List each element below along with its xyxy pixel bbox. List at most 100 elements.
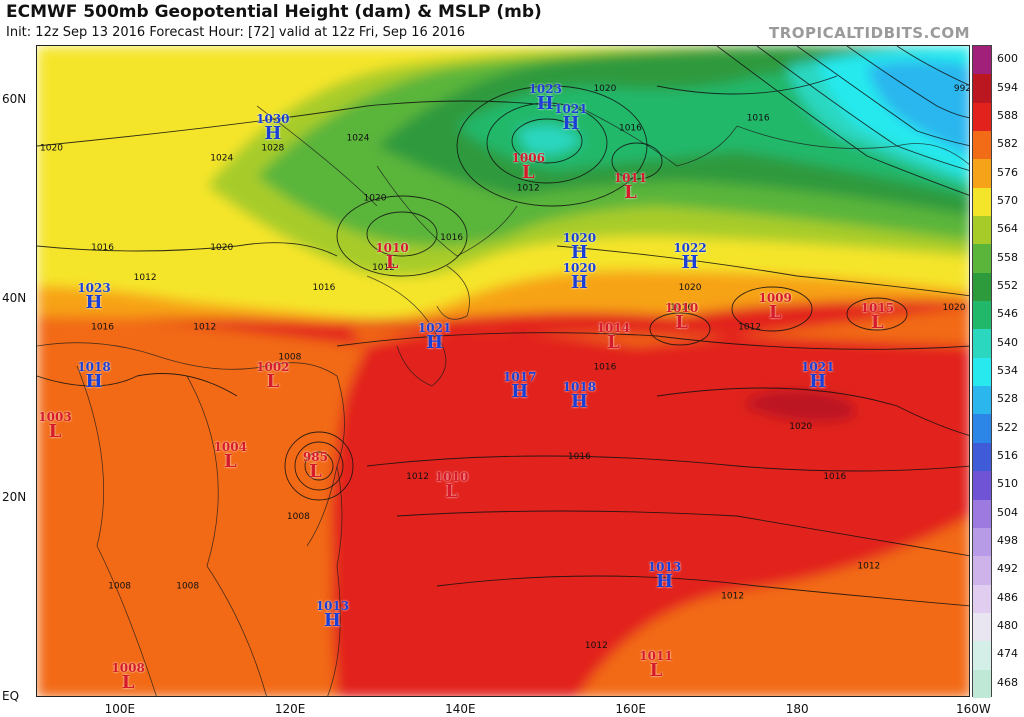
isobar-label: 1024 [210,153,233,163]
isobar-label: 1016 [568,452,591,462]
isobar-label: 1016 [823,472,846,482]
colorbar-label: 522 [997,420,1018,434]
isobar-label: 1012 [134,273,157,283]
pressure-symbol: H [323,610,341,632]
colorbar-swatch [973,442,991,472]
band-582-south [37,326,357,696]
isobar-label: 1008 [176,582,199,592]
high-pressure-center: 1021 H [800,361,836,391]
isobar-label: 1008 [287,512,310,522]
low-pressure-center: 1004 L [212,441,248,471]
high-pressure-center: 1030 H [255,113,291,143]
band-594 [742,390,856,423]
colorbar-label: 510 [997,477,1018,491]
pressure-symbol: H [536,92,554,114]
isobar-label: 1020 [364,193,387,203]
pressure-value: 1013 [647,559,682,574]
pressure-symbol: H [511,381,529,403]
low-pressure-center: 985 L [297,451,333,481]
colorbar-label: 498 [997,534,1018,548]
colorbar-swatch [973,272,991,302]
high-pressure-center: 1013 H [314,600,350,630]
pressure-symbol: L [385,252,399,273]
colorbar-label: 474 [997,647,1018,661]
low-pressure-center: 1002 L [255,361,291,391]
lon-label: 180 [785,702,809,716]
colorbar-label: 576 [997,165,1018,179]
isobar-label: 1008 [108,582,131,592]
pressure-value: 1008 [111,661,145,675]
low-pressure-center: 1006 L [510,152,546,182]
isobar-label: 1016 [91,323,114,333]
isobar-label: 1020 [210,243,233,253]
pressure-symbol: H [681,252,699,273]
lon-label: 160E [615,702,646,716]
pressure-value: 1006 [511,151,545,166]
colorbar-swatch [973,102,991,132]
pressure-value: 1002 [256,360,290,375]
pressure-symbol: H [562,112,580,134]
lat-label: 40N [2,290,27,305]
high-pressure-center: 1022 H [672,242,708,272]
pressure-symbol: H [655,570,673,592]
pressure-value: 1010 [664,300,699,315]
band-528 [867,61,969,156]
colorbar-label: 558 [997,250,1018,264]
isobar-label: 1020 [789,422,812,432]
low-pressure-center: 1011 L [638,650,674,680]
colorbar-label: 540 [997,335,1018,349]
colorbar-label: 504 [997,505,1018,519]
colorbar-swatch [973,669,991,698]
pressure-value: 1023 [528,81,562,96]
pressure-symbol: H [426,331,444,353]
isobar-label: 1012 [857,562,880,572]
height-field-map: 1020 1024 1028 1024 1020 1016 1012 1016 1016 1020… [37,46,970,696]
pressure-value: 1018 [77,360,111,375]
isobar-label: 992 [954,84,970,94]
colorbar-swatch [973,187,991,217]
pressure-value: 1023 [77,280,111,295]
colorbar-label: 564 [997,222,1018,236]
colorbar-label: 588 [997,108,1018,122]
map-title: ECMWF 500mb Geopotential Height (dam) & … [6,2,542,22]
colorbar-label: 486 [997,590,1018,604]
colorbar-label: 594 [997,80,1018,94]
colorbar-label: 570 [997,193,1018,207]
low-pressure-center: 1008 L [110,662,146,692]
pressure-value: 1017 [503,370,537,385]
low-pressure-center: 1003 L [37,411,73,441]
pressure-symbol: L [521,162,535,184]
colorbar-label: 552 [997,278,1018,292]
isobar-label: 1016 [440,233,463,243]
low-pressure-center: 1010 L [664,302,700,332]
map-subtitle: Init: 12z Sep 13 2016 Forecast Hour: [72… [6,25,465,40]
high-pressure-center: 1021 H [553,103,589,133]
height-bands [37,46,969,696]
band-582-east [578,517,969,696]
isobar-label: 1012 [406,472,429,482]
high-pressure-center: 1023 H [527,83,563,113]
isobar-label: 1020 [40,144,63,154]
colorbar-swatch [973,244,991,273]
colorbar-swatch [973,471,991,500]
isobar-label: 1012 [585,641,608,651]
isobar-label: 1012 [193,323,216,333]
isobar-labels: 1020 1024 1028 1024 1020 1016 1012 1016 1016 1020… [40,84,970,651]
pressure-value: 1010 [434,469,469,484]
colorbar-swatch [973,414,991,443]
pressure-value: 1009 [758,290,792,305]
pressure-value: 1022 [673,241,707,255]
colorbar-swatch [973,216,991,245]
high-pressure-center: 1023 H [76,282,112,312]
pressure-value: 1018 [562,380,597,395]
lon-label: 160W [956,702,991,716]
lat-label: 20N [2,489,27,504]
pressure-symbol: L [223,451,237,473]
isobar-label: 1024 [347,134,370,144]
low-pressure-center: 1011 L [612,172,648,202]
isobar-label: 1020 [593,84,616,94]
high-pressure-center: 1020 H [561,262,597,292]
isobar-label: 1012 [721,591,744,601]
pressure-symbol: L [121,672,135,693]
isobar-label: 1012 [517,183,540,193]
